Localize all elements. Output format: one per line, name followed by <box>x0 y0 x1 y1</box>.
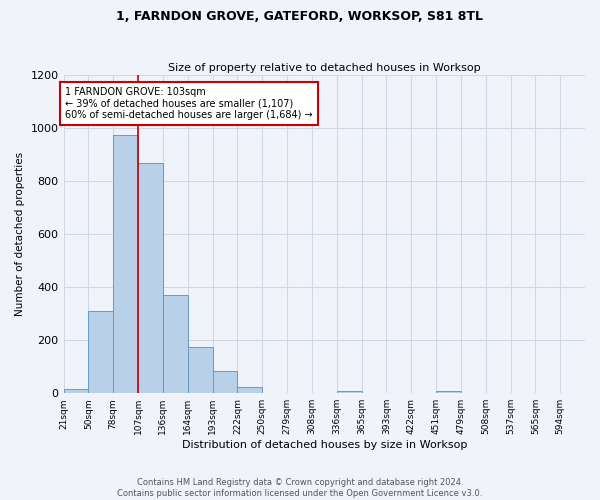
Bar <box>238 386 262 393</box>
Bar <box>113 135 138 393</box>
Bar <box>436 390 461 393</box>
Bar <box>337 390 362 393</box>
Bar <box>163 295 188 393</box>
Bar <box>188 347 212 393</box>
Bar <box>212 370 238 393</box>
Text: 1 FARNDON GROVE: 103sqm
← 39% of detached houses are smaller (1,107)
60% of semi: 1 FARNDON GROVE: 103sqm ← 39% of detache… <box>65 87 313 120</box>
Bar <box>64 389 88 393</box>
Title: Size of property relative to detached houses in Worksop: Size of property relative to detached ho… <box>168 63 481 73</box>
Text: 1, FARNDON GROVE, GATEFORD, WORKSOP, S81 8TL: 1, FARNDON GROVE, GATEFORD, WORKSOP, S81… <box>116 10 484 23</box>
Bar <box>138 162 163 393</box>
Bar <box>88 311 113 393</box>
X-axis label: Distribution of detached houses by size in Worksop: Distribution of detached houses by size … <box>182 440 467 450</box>
Y-axis label: Number of detached properties: Number of detached properties <box>15 152 25 316</box>
Text: Contains HM Land Registry data © Crown copyright and database right 2024.
Contai: Contains HM Land Registry data © Crown c… <box>118 478 482 498</box>
